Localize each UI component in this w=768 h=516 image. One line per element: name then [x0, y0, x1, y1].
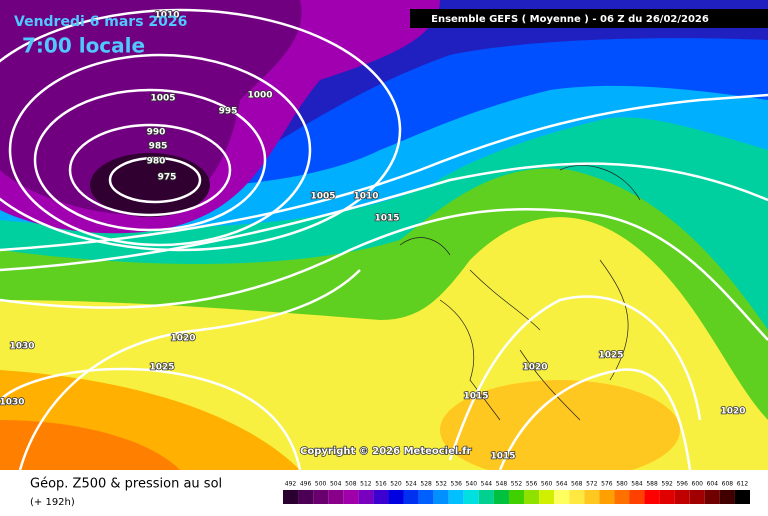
scale-swatch — [569, 490, 585, 504]
scale-label: 544 — [481, 481, 493, 488]
scale-swatch — [554, 490, 570, 504]
scale-swatch — [599, 490, 615, 504]
scale-label: 516 — [375, 481, 387, 488]
scale-swatch — [313, 490, 329, 504]
scale-label: 596 — [676, 481, 688, 488]
isobar-label: 1015 — [490, 452, 515, 462]
scale-label: 580 — [616, 481, 628, 488]
scale-swatch — [388, 490, 404, 504]
isobar-label: 1030 — [0, 398, 25, 408]
scale-swatch — [674, 490, 690, 504]
isobar-label: 1000 — [247, 91, 272, 101]
isobar-label: 1005 — [310, 192, 335, 202]
scale-label: 512 — [360, 481, 372, 488]
scale-label: 552 — [511, 481, 523, 488]
coastlines — [399, 165, 641, 421]
scale-swatch — [493, 490, 509, 504]
scale-label: 520 — [390, 481, 402, 488]
scale-swatch — [539, 490, 555, 504]
scale-swatch — [629, 490, 645, 504]
isobar-label: 1025 — [149, 363, 174, 373]
scale-swatch — [584, 490, 600, 504]
scale-label: 588 — [646, 481, 658, 488]
scale-label: 548 — [496, 481, 508, 488]
copyright: Copyright © 2026 Meteociel.fr — [300, 446, 471, 457]
scale-label: 572 — [586, 481, 598, 488]
scale-swatch — [328, 490, 344, 504]
scale-swatch — [524, 490, 540, 504]
scale-label: 496 — [300, 481, 312, 488]
scale-label: 608 — [722, 481, 734, 488]
isobar-label: 1015 — [374, 214, 399, 224]
caption-lead: (+ 192h) — [30, 497, 75, 508]
scale-label: 500 — [315, 481, 327, 488]
scale-label: 540 — [466, 481, 478, 488]
isobar-label: 980 — [147, 157, 166, 167]
scale-label: 592 — [661, 481, 673, 488]
isobars — [0, 8, 768, 471]
isobar-label: 985 — [149, 142, 168, 152]
scale-swatch — [373, 490, 389, 504]
color-scale: 492 496 500 504 508 512 516 520 524 528 532 536 540 5… — [283, 481, 750, 504]
scale-label: 568 — [571, 481, 583, 488]
isobar-label: 1015 — [463, 392, 488, 402]
isobar-label: 1005 — [150, 94, 175, 104]
isobar-labels: 1010 1005 1000 995 990 985 980 975 1005 … — [0, 10, 746, 463]
scale-swatch — [644, 490, 660, 504]
run-info: Ensemble GEFS ( Moyenne ) - 06 Z du 26/0… — [431, 14, 709, 25]
scale-swatch — [614, 490, 630, 504]
scale-swatch — [403, 490, 419, 504]
scale-swatch — [343, 490, 359, 504]
scale-label: 536 — [451, 481, 463, 488]
scale-label: 504 — [330, 481, 342, 488]
scale-swatch — [704, 490, 720, 504]
scale-swatch — [508, 490, 525, 504]
scale-swatch — [734, 490, 750, 504]
scale-label: 600 — [692, 481, 704, 488]
caption-title: Géop. Z500 & pression au sol — [30, 477, 222, 492]
scale-label: 532 — [435, 481, 447, 488]
scale-swatch — [719, 490, 735, 504]
isobar-label: 975 — [158, 173, 177, 183]
scale-swatch — [463, 490, 479, 504]
scale-label: 508 — [345, 481, 357, 488]
scale-label: 604 — [707, 481, 719, 488]
isobar-label: 1010 — [154, 11, 179, 21]
scale-swatch — [659, 490, 675, 504]
isobar-label: 1020 — [170, 334, 195, 344]
scale-label: 576 — [601, 481, 613, 488]
isobar-label: 1020 — [522, 363, 547, 373]
isobar-label: 995 — [219, 107, 238, 117]
forecast-time: 7:00 locale — [22, 34, 145, 58]
scale-label: 556 — [526, 481, 538, 488]
scale-label: 612 — [737, 481, 749, 488]
forecast-date: Vendredi 6 mars 2026 — [14, 14, 187, 30]
run-box — [410, 9, 768, 28]
scale-swatch — [298, 490, 314, 504]
scale-swatch — [433, 490, 449, 504]
scale-label: 528 — [420, 481, 432, 488]
scale-swatch — [448, 490, 464, 504]
isobar-label: 1020 — [720, 407, 745, 417]
scale-label: 492 — [285, 481, 297, 488]
isobar-label: 1025 — [598, 351, 623, 361]
scale-label: 584 — [631, 481, 643, 488]
scale-swatch — [283, 490, 299, 504]
scale-label: 524 — [405, 481, 417, 488]
isobar-label: 990 — [147, 128, 166, 138]
isobar-label: 1010 — [353, 192, 378, 202]
scale-swatch — [689, 490, 705, 504]
scale-swatch — [418, 490, 434, 504]
scale-label: 560 — [541, 481, 553, 488]
scale-swatch — [478, 490, 494, 504]
scale-swatch — [358, 490, 374, 504]
scale-label: 564 — [556, 481, 568, 488]
isobar-label: 1030 — [9, 342, 34, 352]
